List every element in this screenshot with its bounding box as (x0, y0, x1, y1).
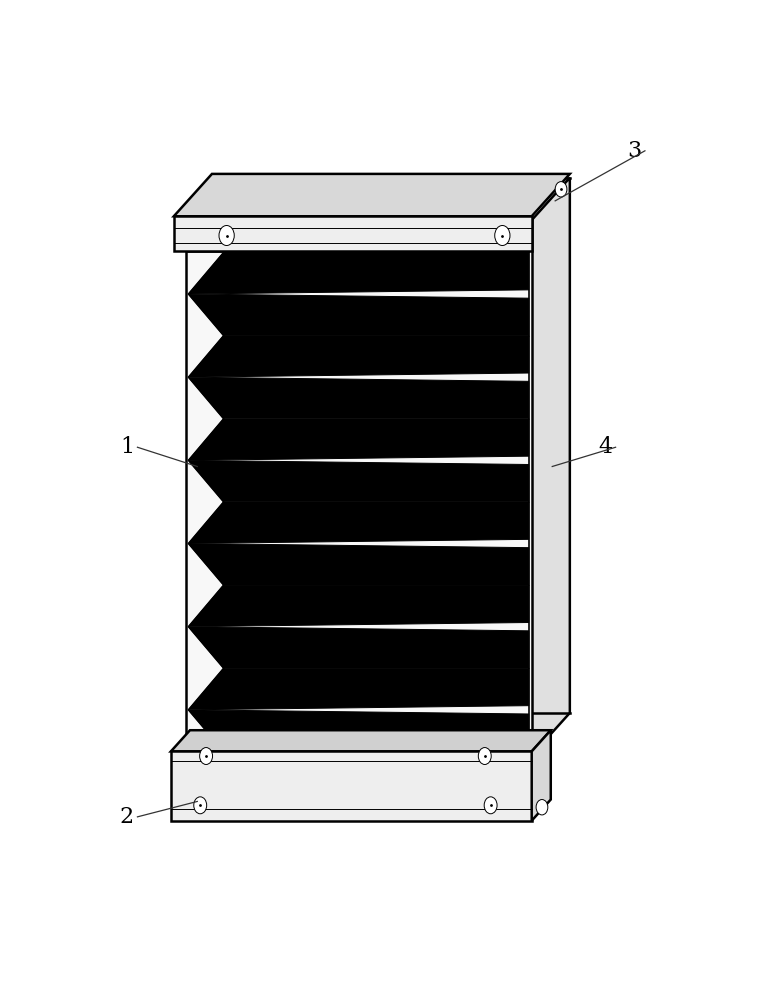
Polygon shape (531, 178, 570, 755)
Polygon shape (188, 710, 528, 751)
Polygon shape (188, 544, 528, 585)
Text: 3: 3 (628, 140, 641, 162)
Text: 4: 4 (598, 436, 612, 458)
Circle shape (478, 748, 491, 764)
Polygon shape (185, 220, 531, 755)
Polygon shape (188, 419, 528, 460)
Polygon shape (188, 627, 528, 668)
Circle shape (495, 225, 510, 246)
Polygon shape (174, 216, 531, 251)
Polygon shape (188, 336, 528, 377)
Circle shape (200, 748, 213, 764)
Text: 1: 1 (120, 436, 134, 458)
Polygon shape (188, 294, 528, 336)
Circle shape (555, 182, 567, 197)
Polygon shape (188, 460, 528, 502)
Text: 2: 2 (120, 806, 134, 828)
Polygon shape (171, 751, 531, 821)
Polygon shape (531, 730, 551, 821)
Polygon shape (188, 668, 528, 710)
Polygon shape (174, 174, 570, 216)
Polygon shape (188, 252, 528, 294)
Polygon shape (188, 585, 528, 627)
Circle shape (484, 797, 497, 814)
Polygon shape (188, 502, 528, 544)
Circle shape (536, 800, 548, 815)
Circle shape (219, 225, 234, 246)
Polygon shape (188, 377, 528, 419)
Circle shape (194, 797, 207, 814)
Polygon shape (171, 730, 551, 751)
